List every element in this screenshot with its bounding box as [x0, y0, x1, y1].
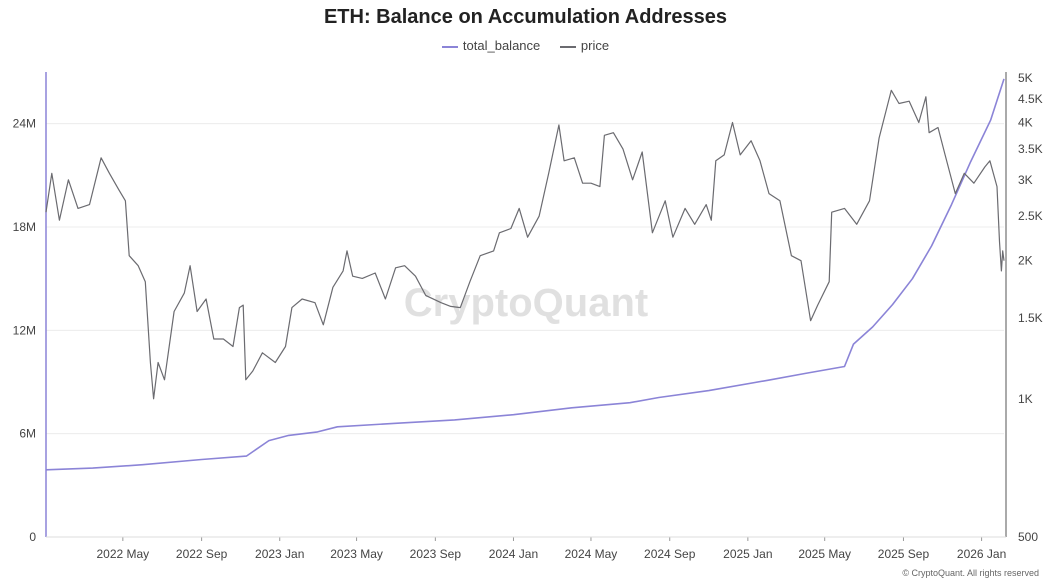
- x-tick-label: 2026 Jan: [957, 547, 1006, 561]
- legend-swatch-price: [559, 45, 576, 48]
- x-tick-label: 2022 Sep: [176, 547, 228, 561]
- copyright-footer: © CryptoQuant. All rights reserved: [902, 568, 1039, 578]
- y-right-tick-label: 3.5K: [1018, 142, 1043, 156]
- x-tick-label: 2025 May: [798, 547, 851, 561]
- x-tick-label: 2023 Jan: [255, 547, 304, 561]
- x-tick-label: 2023 Sep: [410, 547, 462, 561]
- legend-swatch-total-balance: [441, 45, 458, 48]
- series-line-total-balance: [45, 78, 1005, 471]
- y-right-tick-label: 3K: [1018, 173, 1033, 187]
- y-left-tick-label: 18M: [13, 220, 36, 234]
- y-left-tick-label: 0: [29, 530, 36, 544]
- x-tick-label: 2024 Sep: [644, 547, 696, 561]
- y-right-tick-label: 5K: [1018, 71, 1033, 85]
- x-tick-label: 2024 May: [565, 547, 618, 561]
- watermark: CryptoQuant: [404, 281, 648, 325]
- series-layer: [45, 78, 1005, 471]
- x-tick-label: 2023 May: [330, 547, 383, 561]
- y-right-tick-label: 2K: [1018, 254, 1033, 268]
- legend-item-price[interactable]: price: [559, 38, 610, 53]
- x-tick-label: 2022 May: [96, 547, 149, 561]
- y-right-tick-label: 1.5K: [1018, 311, 1043, 325]
- series-line-price: [45, 89, 1005, 400]
- x-tick-label: 2024 Jan: [489, 547, 538, 561]
- gridlines: [46, 123, 1004, 435]
- legend-label-price: price: [580, 38, 610, 53]
- y-right-tick-label: 1K: [1018, 392, 1033, 406]
- legend-item-total-balance[interactable]: total_balance: [441, 38, 541, 53]
- y-left-tick-label: 6M: [19, 427, 36, 441]
- y-right-tick-label: 2.5K: [1018, 209, 1043, 223]
- x-tick-label: 2025 Jan: [723, 547, 772, 561]
- y-right-tick-label: 500: [1018, 530, 1038, 544]
- y-left-tick-label: 24M: [13, 117, 36, 131]
- y-right-tick-label: 4.5K: [1018, 92, 1043, 106]
- legend-label-total-balance: total_balance: [462, 38, 541, 53]
- legend: total_balance price: [0, 38, 1051, 53]
- axes: 0 6M 12M 18M 24M 500 1K 1.5K 2K 2.5K 3K 3.5K 4K 4.5K 5…: [13, 71, 1043, 561]
- y-right-tick-label: 4K: [1018, 115, 1033, 129]
- y-left-tick-label: 12M: [13, 323, 36, 337]
- x-tick-label: 2025 Sep: [878, 547, 930, 561]
- chart-title: ETH: Balance on Accumulation Addresses: [323, 6, 728, 28]
